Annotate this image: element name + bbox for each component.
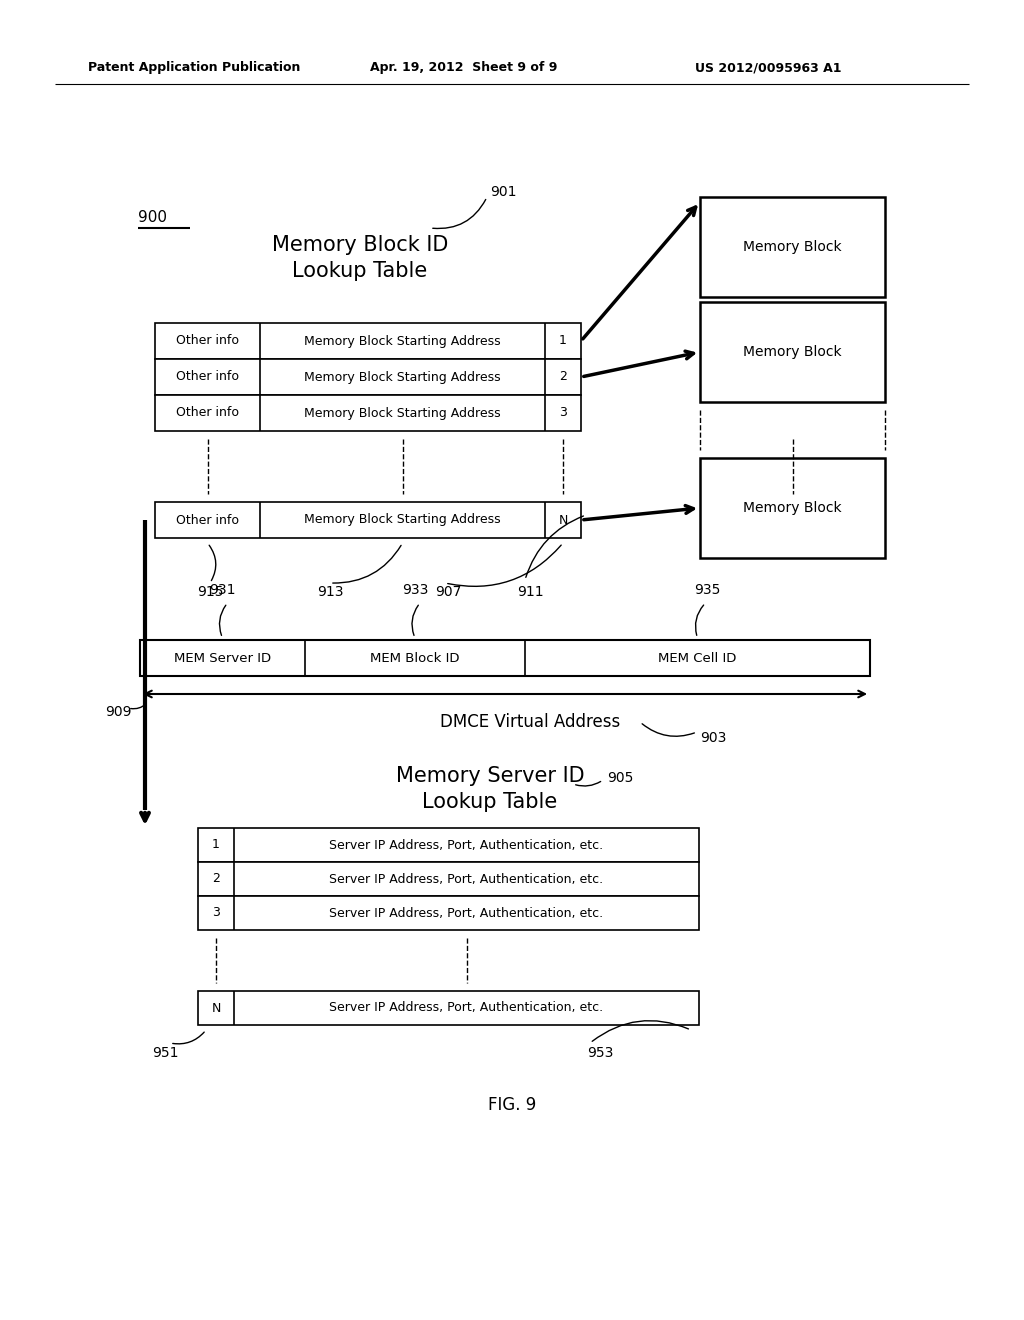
Text: N: N (211, 1002, 221, 1015)
Bar (198, 991, 699, 1026)
Bar (140, 640, 870, 676)
Text: Memory Block: Memory Block (743, 345, 842, 359)
Text: 1: 1 (559, 334, 567, 347)
Bar (700, 302, 885, 403)
Text: MEM Cell ID: MEM Cell ID (658, 652, 736, 664)
Text: 2: 2 (559, 371, 567, 384)
Bar (155, 395, 581, 432)
Text: Other info: Other info (176, 371, 239, 384)
Text: MEM Block ID: MEM Block ID (371, 652, 460, 664)
Text: N: N (558, 513, 567, 527)
Text: 907: 907 (435, 585, 461, 599)
Text: 905: 905 (607, 771, 634, 785)
Text: Memory Block: Memory Block (743, 240, 842, 253)
Text: FIG. 9: FIG. 9 (487, 1096, 537, 1114)
Bar (198, 896, 699, 931)
Text: 3: 3 (212, 907, 220, 920)
Text: Patent Application Publication: Patent Application Publication (88, 62, 300, 74)
Text: 903: 903 (700, 731, 726, 744)
Text: 900: 900 (138, 210, 167, 226)
Text: 1: 1 (212, 838, 220, 851)
Text: 913: 913 (316, 585, 343, 599)
Text: 931: 931 (209, 583, 236, 597)
Bar (700, 458, 885, 558)
Text: Server IP Address, Port, Authentication, etc.: Server IP Address, Port, Authentication,… (330, 1002, 603, 1015)
Text: 911: 911 (517, 585, 544, 599)
Text: Other info: Other info (176, 407, 239, 420)
Text: Server IP Address, Port, Authentication, etc.: Server IP Address, Port, Authentication,… (330, 873, 603, 886)
Bar (155, 359, 581, 395)
Text: Other info: Other info (176, 513, 239, 527)
Text: US 2012/0095963 A1: US 2012/0095963 A1 (695, 62, 842, 74)
Text: 915: 915 (197, 585, 223, 599)
Text: Memory Block Starting Address: Memory Block Starting Address (304, 371, 501, 384)
Text: Server IP Address, Port, Authentication, etc.: Server IP Address, Port, Authentication,… (330, 838, 603, 851)
Text: Memory Block Starting Address: Memory Block Starting Address (304, 513, 501, 527)
Text: Memory Server ID
Lookup Table: Memory Server ID Lookup Table (395, 766, 585, 812)
Text: MEM Server ID: MEM Server ID (174, 652, 271, 664)
Text: 951: 951 (152, 1045, 178, 1060)
Text: Apr. 19, 2012  Sheet 9 of 9: Apr. 19, 2012 Sheet 9 of 9 (370, 62, 557, 74)
Text: Memory Block Starting Address: Memory Block Starting Address (304, 407, 501, 420)
Bar (700, 197, 885, 297)
Bar (155, 323, 581, 359)
Text: 909: 909 (104, 705, 131, 719)
Bar (198, 862, 699, 896)
Text: Memory Block ID
Lookup Table: Memory Block ID Lookup Table (271, 235, 449, 281)
Text: 901: 901 (490, 185, 516, 199)
Bar (198, 828, 699, 862)
Bar (155, 502, 581, 539)
Text: Server IP Address, Port, Authentication, etc.: Server IP Address, Port, Authentication,… (330, 907, 603, 920)
Text: 935: 935 (694, 583, 721, 597)
Text: 2: 2 (212, 873, 220, 886)
Text: 933: 933 (401, 583, 428, 597)
Text: Memory Block: Memory Block (743, 502, 842, 515)
Text: DMCE Virtual Address: DMCE Virtual Address (440, 713, 621, 731)
Text: 3: 3 (559, 407, 567, 420)
Text: Other info: Other info (176, 334, 239, 347)
Text: 953: 953 (587, 1045, 613, 1060)
Text: Memory Block Starting Address: Memory Block Starting Address (304, 334, 501, 347)
